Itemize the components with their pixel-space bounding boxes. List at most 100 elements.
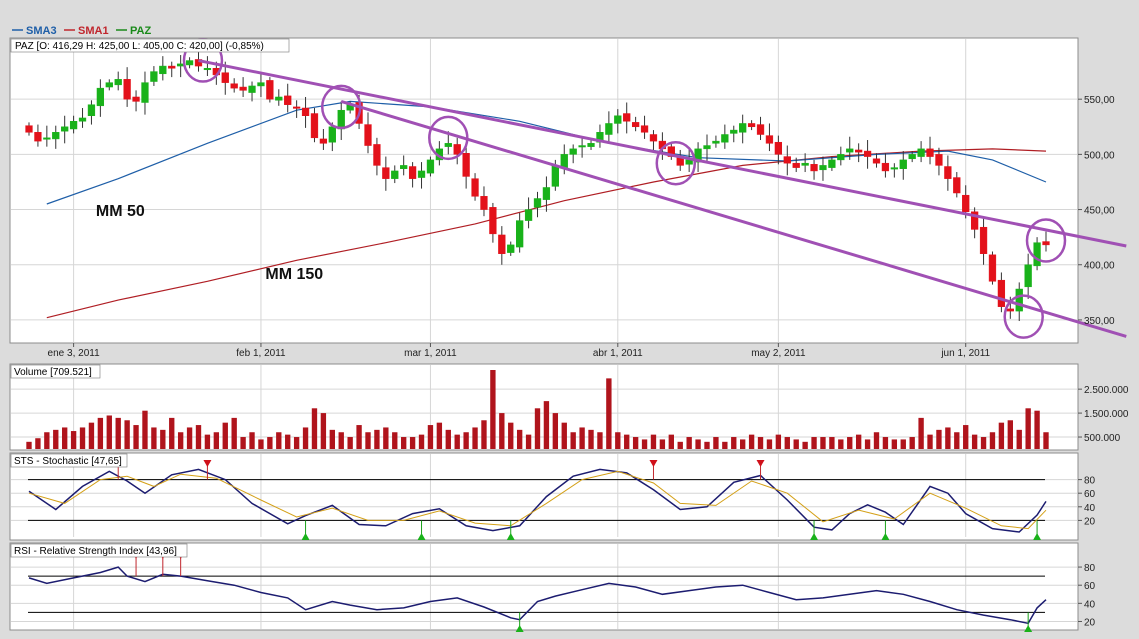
candle-body (997, 279, 1006, 307)
y-tick-label: 500.000 (1084, 433, 1121, 444)
candle (498, 226, 506, 265)
volume-bar (329, 429, 335, 449)
volume-bar (374, 429, 380, 449)
y-tick-label: 60 (1084, 489, 1096, 500)
volume-bar (802, 441, 808, 449)
y-tick-label: 80 (1084, 563, 1096, 574)
candle (578, 136, 586, 158)
candle-body (1015, 288, 1023, 312)
volume-bar (320, 413, 327, 449)
candle-body (846, 148, 854, 153)
candle (266, 77, 274, 103)
volume-bar (436, 422, 443, 449)
candle-body (471, 178, 479, 197)
candle (141, 71, 149, 115)
volume-bar (963, 425, 969, 449)
volume-bar (838, 439, 844, 449)
candle-body (935, 154, 943, 166)
sell-signal-marker (756, 460, 765, 467)
volume-bar (615, 432, 621, 449)
candle (542, 176, 551, 212)
candle-body (560, 154, 568, 168)
candle-body (52, 132, 60, 140)
candle-body (284, 95, 292, 105)
candle (935, 147, 943, 176)
volume-bar (409, 437, 416, 449)
candle-body (1006, 308, 1014, 312)
candle (605, 111, 613, 143)
volume-bar (659, 439, 666, 449)
candle (480, 186, 488, 217)
candle-body (426, 159, 435, 174)
volume-bar (311, 408, 318, 449)
price-header: PAZ [O: 416,29 H: 425,00 L: 405,00 C: 42… (15, 41, 264, 52)
candle (203, 56, 212, 77)
y-tick-label: 2.500.000 (1084, 385, 1129, 396)
candle (34, 124, 42, 147)
candle (730, 125, 738, 143)
candle-body (774, 141, 783, 155)
candle (899, 151, 907, 180)
volume-bar (445, 429, 451, 449)
volume-bar (748, 434, 755, 449)
volume-bar (927, 434, 933, 449)
volume-bar (133, 425, 139, 449)
candle (310, 108, 319, 143)
volume-bar (650, 434, 657, 449)
volume-bar (62, 427, 68, 449)
candle (400, 155, 408, 176)
candle-body (480, 196, 488, 210)
candle (382, 156, 390, 191)
candle-body (1024, 264, 1032, 288)
volume-bar (70, 431, 77, 449)
volume-bar (945, 427, 951, 449)
candle-body (87, 104, 96, 116)
volume-bar (820, 437, 826, 449)
volume-bar (222, 422, 228, 449)
candle (69, 115, 78, 134)
highlight-circle (428, 115, 469, 161)
candle-body (498, 234, 506, 254)
sell-signal-marker (649, 460, 658, 467)
candle-body (676, 157, 684, 166)
candle-body (605, 123, 613, 135)
candle (292, 100, 301, 118)
volume-bar (454, 434, 460, 449)
candle-body (364, 124, 372, 146)
candle-body (533, 198, 542, 208)
candle (96, 79, 105, 117)
candle-body (444, 143, 452, 147)
volume-bar (918, 417, 924, 449)
candle (1015, 282, 1023, 322)
volume-bar (427, 425, 434, 449)
volume-bar (1043, 432, 1049, 449)
candle-body (703, 145, 711, 150)
x-tick-label: feb 1, 2011 (236, 348, 286, 359)
trendline (340, 99, 1127, 338)
volume-bar (766, 439, 773, 449)
candle-body (801, 162, 809, 166)
candle (319, 128, 328, 150)
candle-body (221, 72, 229, 83)
candle-body (979, 226, 988, 254)
candle-body (1042, 241, 1050, 246)
candle-body (783, 156, 791, 164)
volume-bar (561, 422, 567, 449)
candle (87, 100, 96, 125)
highlight-circle (320, 84, 362, 130)
volume-bar (998, 422, 1005, 449)
candle-body (266, 80, 274, 100)
candle-body (159, 65, 167, 75)
candle-body (275, 96, 283, 101)
candle-body (855, 149, 863, 153)
candle (721, 124, 729, 149)
candle (301, 96, 310, 128)
candle (43, 125, 51, 147)
candle (953, 172, 961, 198)
candle-body (962, 194, 970, 213)
volume-bar (356, 425, 362, 449)
y-tick-label: 400,00 (1084, 261, 1115, 272)
candle-body (96, 87, 105, 107)
volume-bar (757, 437, 764, 449)
candle-body (123, 79, 131, 100)
